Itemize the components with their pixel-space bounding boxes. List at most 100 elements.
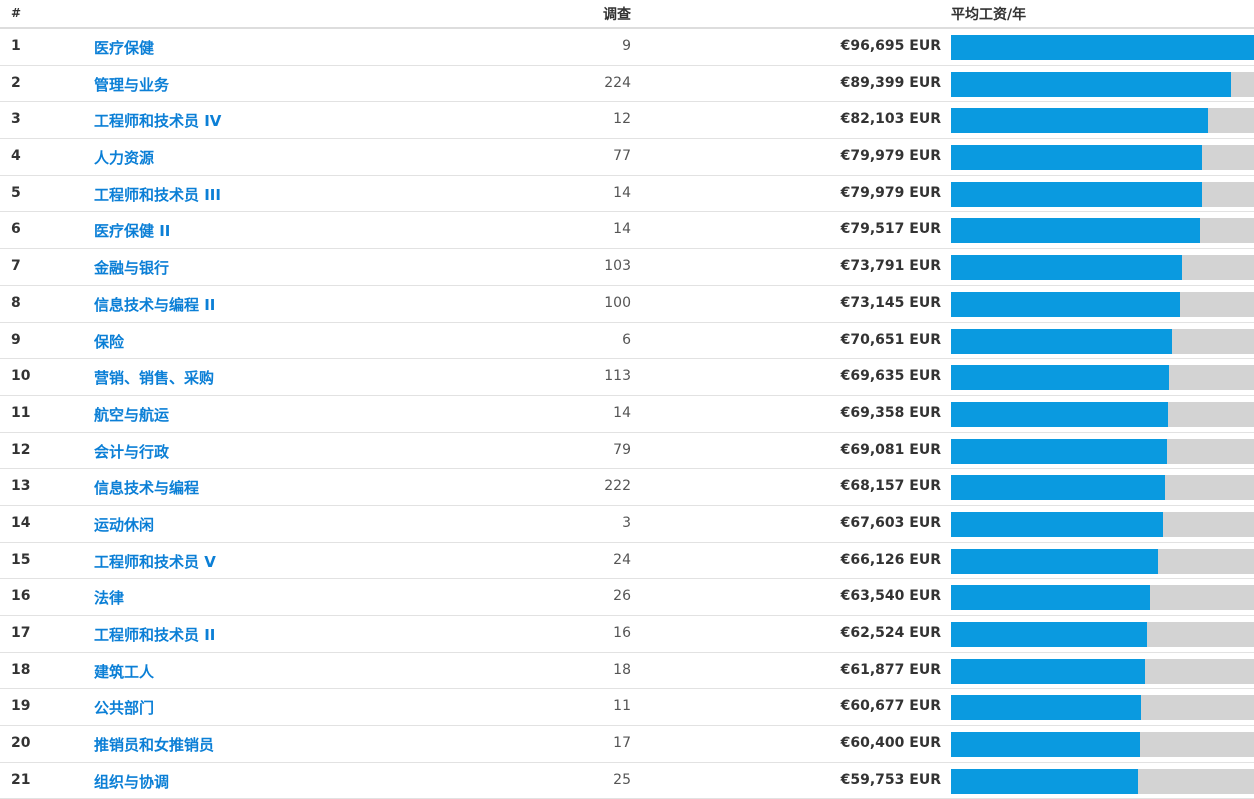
table-row: 3 工程师和技术员 IV 12 €82,103 EUR	[0, 102, 1254, 140]
salary-bar-fill	[951, 145, 1202, 171]
job-category-link[interactable]: 建筑工人	[94, 662, 155, 681]
rank-number: 20	[11, 735, 31, 752]
table-row: 19 公共部门 11 €60,677 EUR	[0, 689, 1254, 727]
job-category-link[interactable]: 信息技术与编程	[94, 479, 200, 498]
table-row: 11 航空与航运 14 €69,358 EUR	[0, 396, 1254, 433]
salary-bar-track	[951, 732, 1254, 758]
salary-bar-track	[951, 365, 1254, 391]
survey-count: 18	[613, 661, 631, 678]
salary-bar-fill	[951, 218, 1201, 244]
average-salary: €61,877 EUR	[840, 661, 941, 678]
rank-number: 5	[11, 184, 21, 201]
average-salary: €79,979 EUR	[840, 148, 941, 165]
job-category-link[interactable]: 会计与行政	[94, 442, 170, 461]
salary-bar-fill	[951, 71, 1232, 97]
salary-bar-track	[951, 71, 1254, 97]
job-category-link[interactable]: 工程师和技术员 III	[94, 185, 221, 204]
table-row: 16 法律 26 €63,540 EUR	[0, 579, 1254, 616]
job-category-link[interactable]: 组织与协调	[94, 772, 170, 791]
table-header: # 调查 平均工资/年	[0, 0, 1254, 29]
job-category-link[interactable]: 工程师和技术员 V	[94, 552, 216, 571]
job-category-link[interactable]: 信息技术与编程 II	[94, 295, 216, 314]
survey-count: 25	[613, 771, 631, 788]
salary-bar-track	[951, 658, 1254, 684]
salary-bar-fill	[951, 108, 1209, 134]
job-category-link[interactable]: 工程师和技术员 IV	[94, 112, 222, 131]
table-row: 2 管理与业务 224 €89,399 EUR	[0, 66, 1254, 103]
survey-count: 79	[613, 441, 631, 458]
average-salary: €69,635 EUR	[840, 368, 941, 385]
average-salary: €70,651 EUR	[840, 331, 941, 348]
salary-bar-fill	[951, 585, 1151, 611]
salary-bar-track	[951, 622, 1254, 647]
job-category-link[interactable]: 营销、销售、采购	[94, 369, 215, 388]
job-category-link[interactable]: 运动休闲	[94, 515, 155, 534]
job-category-link[interactable]: 保险	[94, 332, 125, 351]
salary-bar-fill	[951, 401, 1169, 427]
rank-number: 6	[11, 221, 21, 238]
average-salary: €96,695 EUR	[840, 38, 941, 54]
table-row: 7 金融与银行 103 €73,791 EUR	[0, 249, 1254, 286]
table-row: 12 会计与行政 79 €69,081 EUR	[0, 433, 1254, 470]
salary-bar-fill	[951, 365, 1170, 391]
average-salary: €66,126 EUR	[840, 551, 941, 568]
average-salary: €73,145 EUR	[840, 294, 941, 311]
salary-bar-fill	[951, 695, 1142, 721]
salary-bar-fill	[951, 35, 1254, 60]
rank-number: 3	[11, 111, 21, 128]
survey-count: 224	[604, 74, 631, 91]
rank-number: 13	[11, 478, 31, 495]
table-row: 18 建筑工人 18 €61,877 EUR	[0, 653, 1254, 690]
salary-bar-fill	[951, 511, 1163, 537]
salary-bar-fill	[951, 622, 1147, 647]
survey-count: 14	[613, 404, 631, 421]
survey-count: 24	[613, 551, 631, 568]
salary-column-header[interactable]: 平均工资/年	[951, 7, 1027, 23]
job-category-link[interactable]: 航空与航运	[94, 405, 170, 424]
salary-bar-fill	[951, 328, 1173, 354]
rank-column-header: #	[11, 6, 22, 20]
salary-bar-track	[951, 475, 1254, 501]
job-category-link[interactable]: 人力资源	[94, 149, 155, 168]
job-category-link[interactable]: 法律	[94, 589, 125, 608]
average-salary: €68,157 EUR	[840, 478, 941, 495]
table-row: 13 信息技术与编程 222 €68,157 EUR	[0, 469, 1254, 506]
job-category-link[interactable]: 工程师和技术员 II	[94, 626, 216, 644]
table-row: 9 保险 6 €70,651 EUR	[0, 323, 1254, 360]
average-salary: €89,399 EUR	[840, 74, 941, 91]
table-row: 8 信息技术与编程 II 100 €73,145 EUR	[0, 286, 1254, 323]
salary-bar-fill	[951, 548, 1159, 574]
survey-count: 12	[613, 111, 631, 128]
table-body: 1 医疗保健 9 €96,695 EUR 2 管理与业务 224 €89,399 EUR 3 工程…	[0, 29, 1254, 799]
salary-bar-fill	[951, 732, 1141, 758]
job-category-link[interactable]: 管理与业务	[94, 75, 170, 94]
salary-bar-track	[951, 548, 1254, 574]
average-salary: €79,517 EUR	[840, 221, 941, 238]
job-category-link[interactable]: 医疗保健	[94, 39, 155, 57]
salary-bar-track	[951, 291, 1254, 317]
surveys-column-header[interactable]: 调查	[603, 7, 631, 23]
salary-bar-track	[951, 328, 1254, 354]
rank-number: 15	[11, 551, 31, 568]
job-category-link[interactable]: 推销员和女推销员	[94, 736, 215, 755]
rank-number: 12	[11, 441, 31, 458]
average-salary: €69,081 EUR	[840, 441, 941, 458]
survey-count: 6	[622, 331, 631, 348]
salary-bar-fill	[951, 768, 1139, 794]
rank-number: 14	[11, 514, 31, 531]
rank-number: 7	[11, 258, 21, 275]
job-category-link[interactable]: 金融与银行	[94, 259, 170, 278]
rank-number: 16	[11, 588, 31, 605]
job-category-link[interactable]: 医疗保健 II	[94, 222, 171, 241]
table-row: 4 人力资源 77 €79,979 EUR	[0, 139, 1254, 176]
salary-bar-track	[951, 218, 1254, 244]
survey-count: 3	[622, 514, 631, 531]
average-salary: €69,358 EUR	[840, 404, 941, 421]
table-row: 15 工程师和技术员 V 24 €66,126 EUR	[0, 543, 1254, 580]
rank-number: 18	[11, 661, 31, 678]
salary-bar-track	[951, 401, 1254, 427]
average-salary: €60,400 EUR	[840, 735, 941, 752]
rank-number: 19	[11, 698, 31, 715]
job-category-link[interactable]: 公共部门	[94, 699, 155, 718]
